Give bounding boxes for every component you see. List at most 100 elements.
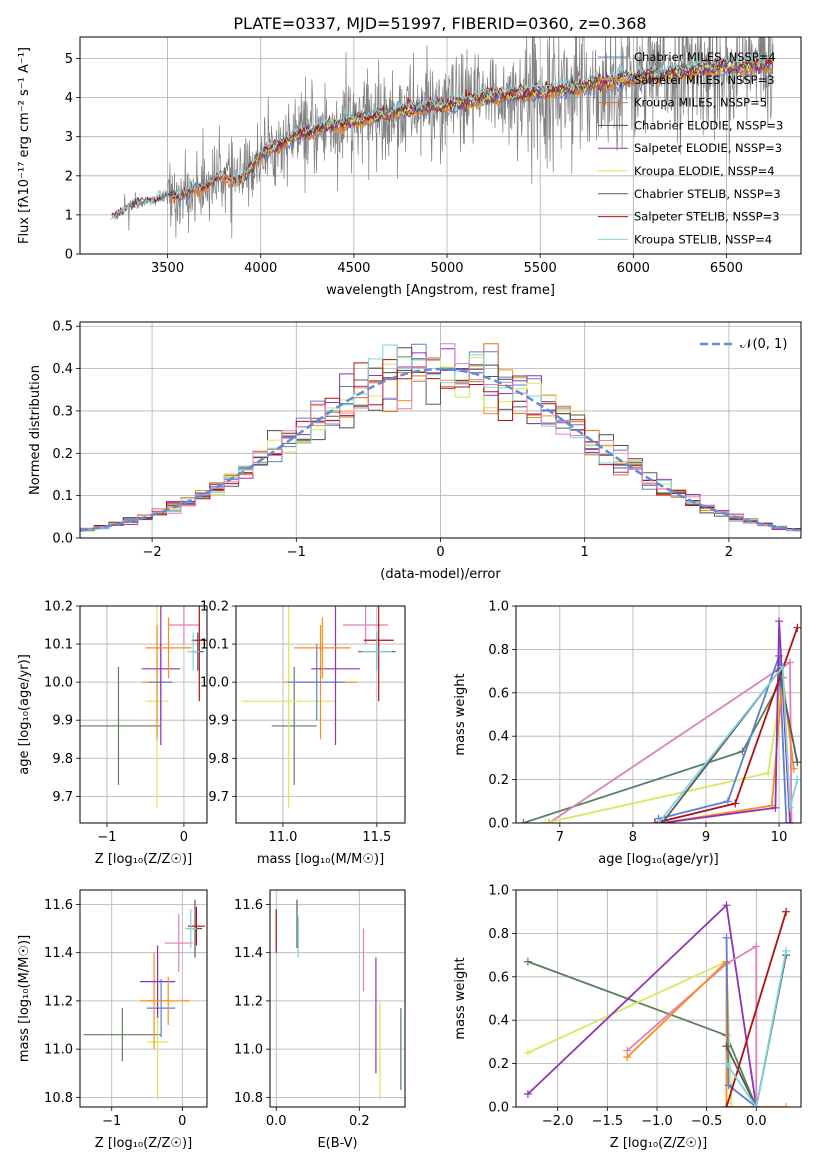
plot-area (519, 617, 801, 823)
panel-residuals: −2 −1 0 1 2 0.0 0.1 0.2 0.3 0.4 0.5 (data-model)/er… (28, 320, 802, 582)
y-tick-label: 0.8 (488, 643, 509, 658)
x-tick-label: −1 (97, 830, 116, 845)
legend-entry: Kroupa STELIB, NSSP=4 (634, 232, 772, 246)
weight-point-marker (752, 942, 761, 951)
weight-point-marker (724, 1081, 733, 1090)
weight-point-marker (722, 933, 731, 942)
plot-area (241, 606, 396, 808)
axes-frame (515, 605, 802, 824)
plot-area (80, 343, 801, 532)
x-tick-label: 0 (180, 830, 188, 845)
y-tick-label: 0.0 (488, 817, 509, 832)
legend-entry: Salpeter MILES, NSSP=3 (634, 73, 775, 87)
y-tick-label: 0.0 (52, 532, 73, 547)
x-tick-label: 8 (629, 830, 637, 845)
y-tick-label: 0 (65, 248, 73, 263)
y-tick-label: 9.8 (52, 752, 73, 767)
gridlines (80, 890, 207, 1107)
weight-point-marker (764, 769, 773, 778)
y-axis-label: mass [log₁₀(M/M☉)] (17, 935, 32, 1062)
y-tick-label: 0.2 (488, 773, 509, 788)
y-tick-label: 0.2 (488, 1057, 509, 1072)
weight-point-marker (523, 957, 532, 966)
y-tick-label: 10.1 (200, 638, 229, 653)
x-tick-label: 11.0 (268, 830, 297, 845)
weight-point-marker (782, 1103, 791, 1107)
y-tick-label: 0.4 (488, 1014, 509, 1029)
weight-point-marker (752, 1103, 761, 1107)
x-tick-label: 0.2 (349, 1114, 370, 1129)
weight-series-line (662, 621, 791, 823)
plot-area (523, 901, 791, 1107)
x-axis-label: mass [log₁₀(M/M☉)] (257, 852, 384, 867)
y-tick-label: 9.9 (208, 714, 229, 729)
weight-point-marker (731, 799, 740, 808)
x-axis-label: (data-model)/error (380, 567, 501, 582)
weight-point-marker (523, 1089, 532, 1098)
legend-entry: 𝒩(0, 1) (740, 337, 787, 352)
x-tick-label: −1 (287, 545, 306, 560)
weight-series-line (523, 677, 784, 823)
y-tick-label: 11.4 (44, 946, 73, 961)
plot-area (275, 899, 402, 1100)
weight-series-line (658, 655, 788, 823)
weight-series-line (725, 911, 787, 1107)
y-tick-label: 11.6 (44, 898, 73, 913)
y-tick-label: 11.2 (234, 994, 263, 1009)
weight-point-marker (786, 819, 795, 823)
x-axis-label: Z [log₁₀(Z/Z☉)] (95, 852, 192, 867)
plot-area (80, 606, 207, 808)
y-axis-label: age [log₁₀(age/yr)] (17, 654, 32, 775)
x-tick-label: 4500 (337, 261, 370, 276)
x-tick-label: 5000 (430, 261, 463, 276)
figure-title: PLATE=0337, MJD=51997, FIBERID=0360, z=0… (233, 14, 646, 33)
weight-point-marker (782, 819, 791, 823)
y-tick-label: 11.2 (44, 994, 73, 1009)
legend: 𝒩(0, 1) (700, 337, 787, 352)
y-tick-label: 10.2 (200, 600, 229, 615)
y-tick-label: 10.2 (44, 600, 73, 615)
y-axis-label: Normed distribution (28, 365, 43, 495)
axes-frame (269, 889, 406, 1108)
axes-frame (79, 605, 208, 824)
y-tick-label: 10.1 (44, 638, 73, 653)
y-tick-label: 1 (65, 208, 73, 223)
weight-point-marker (650, 819, 659, 823)
y-tick-label: 0.4 (52, 362, 73, 377)
gridlines (80, 605, 207, 823)
y-tick-label: 2 (65, 169, 73, 184)
axes-frame (235, 605, 406, 824)
x-tick-label: −2 (143, 545, 162, 560)
y-tick-label: 4 (65, 91, 73, 106)
x-tick-label: 2 (725, 545, 733, 560)
x-tick-label: −2.0 (542, 1114, 574, 1129)
y-tick-label: 5 (65, 52, 73, 67)
y-tick-label: 10.0 (44, 676, 73, 691)
y-tick-label: 9.8 (208, 752, 229, 767)
gridlines (516, 889, 801, 1108)
y-tick-label: 10.8 (234, 1091, 263, 1106)
y-tick-label: 0.3 (52, 404, 73, 419)
weight-series-line (725, 950, 787, 1107)
weight-point-marker (775, 617, 784, 626)
x-axis-label: E(B-V) (317, 1136, 357, 1151)
y-axis-label: mass weight (453, 957, 468, 1039)
weight-point-marker (793, 758, 801, 767)
weight-point-marker (782, 907, 791, 916)
y-tick-label: 0.6 (488, 970, 509, 985)
axes-frame (79, 321, 802, 539)
weight-series-line (527, 960, 757, 1107)
weight-point-marker (722, 1042, 731, 1051)
weight-point-marker (723, 797, 732, 806)
x-axis-label: age [log₁₀(age/yr)] (598, 852, 719, 867)
panel-age_vs_mass: 11.0 11.5 9.7 9.8 9.9 10.0 10.1 10.2 mass [log₁₀… (200, 600, 406, 867)
legend-entry: Salpeter STELIB, NSSP=3 (634, 210, 780, 224)
axes-frame (79, 889, 208, 1108)
panel-weight_vs_z: −2.0 −1.5 −1.0 −0.5 0.0 0.0 0.2 0.4 0.6 0.8 1.0 Z [… (453, 884, 802, 1151)
panel-mass_vs_z: −1 0 10.8 11.0 11.2 11.4 11.6 Z [log₁₀(Z/Z☉)] ma… (17, 889, 208, 1151)
y-tick-label: 9.7 (208, 790, 229, 805)
panel-weight_vs_age: 7 8 9 10 0.0 0.2 0.4 0.6 0.8 1.0 age [log₁₀(age/yr… (453, 600, 802, 867)
weight-point-marker (722, 1103, 731, 1107)
weight-series-line (657, 664, 799, 823)
weight-point-marker (782, 946, 791, 955)
